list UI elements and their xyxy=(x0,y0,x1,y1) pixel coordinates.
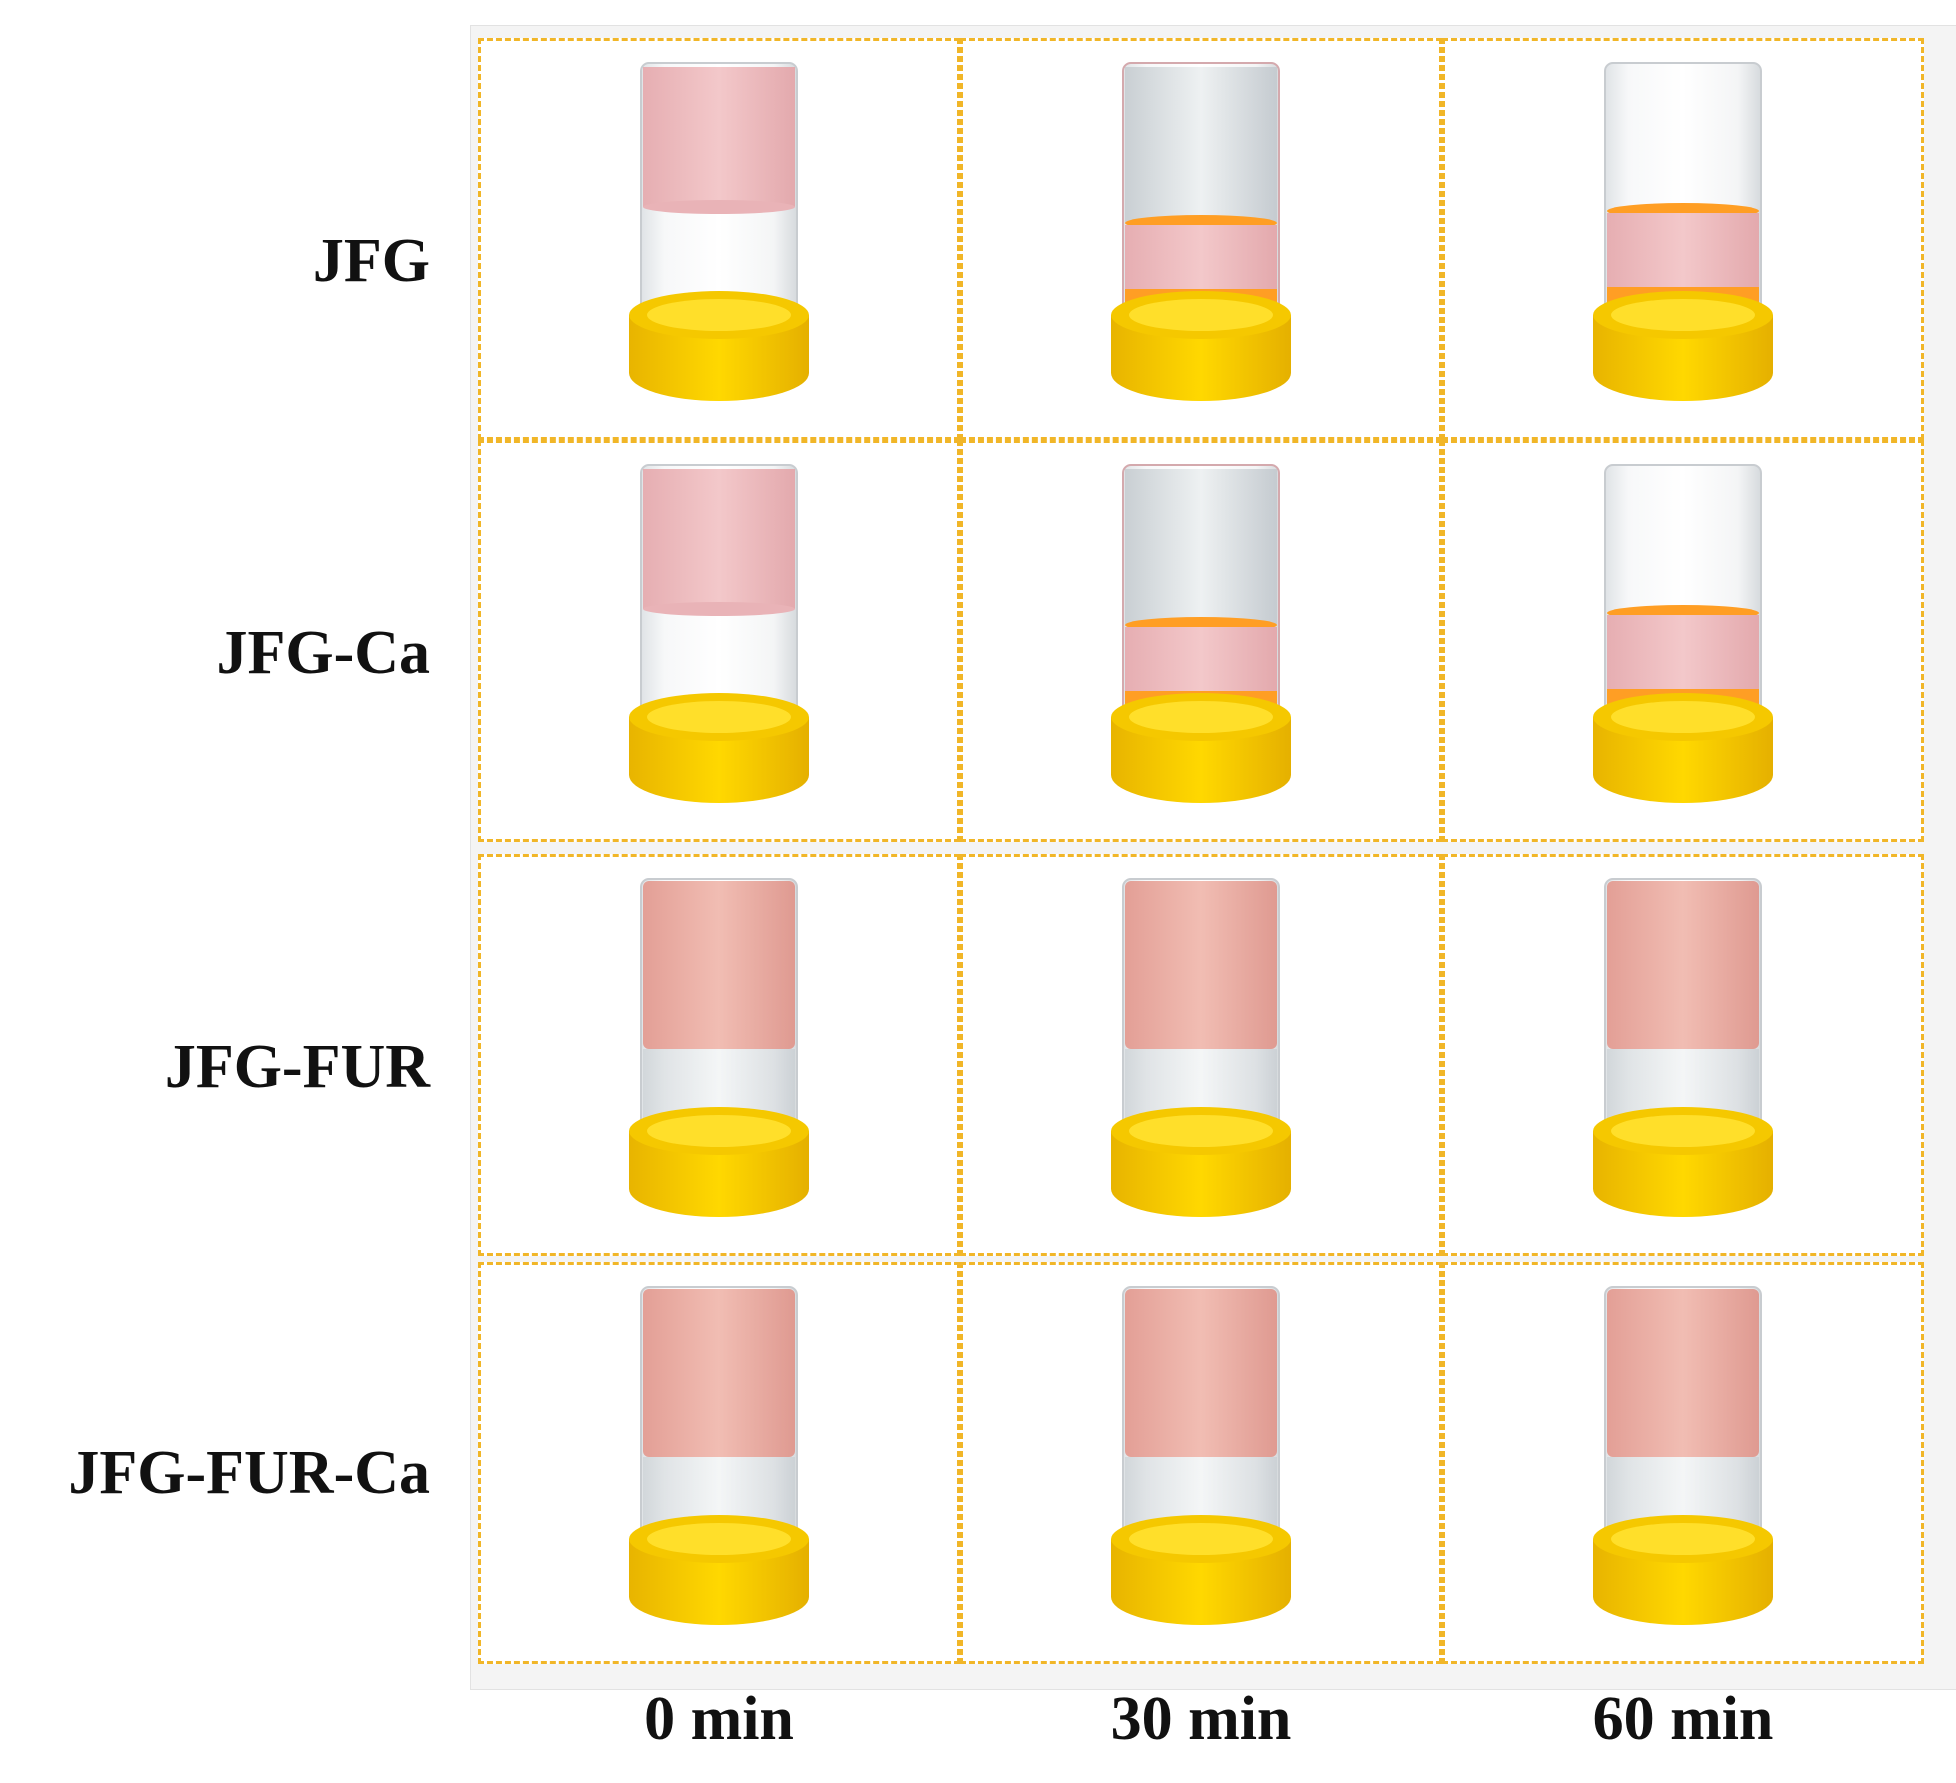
vial-photo xyxy=(1583,455,1783,805)
cell-jfg-fur-0min xyxy=(478,854,960,1256)
vial-photo xyxy=(1583,53,1783,403)
vial-photo xyxy=(619,869,819,1219)
vial-photo xyxy=(1583,869,1783,1219)
cell-jfg-fur-ca-60min xyxy=(1442,1262,1924,1664)
cell-jfg-30min xyxy=(960,38,1442,440)
vial-photo xyxy=(1101,455,1301,805)
cell-jfg-fur-ca-30min xyxy=(960,1262,1442,1664)
vial-photo xyxy=(619,1277,819,1627)
row-label-jfg-fur: JFG-FUR xyxy=(164,1033,430,1101)
column-label-30-min: 30 min xyxy=(1110,1685,1292,1753)
row-label-jfg-ca: JFG-Ca xyxy=(216,619,430,687)
cell-jfg-ca-0min xyxy=(478,440,960,842)
cell-jfg-fur-60min xyxy=(1442,854,1924,1256)
cell-jfg-60min xyxy=(1442,38,1924,440)
cell-jfg-fur-30min xyxy=(960,854,1442,1256)
vial-photo xyxy=(1101,53,1301,403)
vial-photo xyxy=(1101,1277,1301,1627)
cell-jfg-0min xyxy=(478,38,960,440)
vial-photo xyxy=(619,455,819,805)
vial-photo xyxy=(619,53,819,403)
column-label-60-min: 60 min xyxy=(1592,1685,1774,1753)
row-label-jfg: JFG xyxy=(312,227,430,295)
cell-jfg-fur-ca-0min xyxy=(478,1262,960,1664)
cell-jfg-ca-60min xyxy=(1442,440,1924,842)
row-label-jfg-fur-ca: JFG-FUR-Ca xyxy=(68,1439,430,1507)
cell-jfg-ca-30min xyxy=(960,440,1442,842)
column-label-0-min: 0 min xyxy=(644,1685,794,1753)
vial-photo xyxy=(1101,869,1301,1219)
vial-photo xyxy=(1583,1277,1783,1627)
